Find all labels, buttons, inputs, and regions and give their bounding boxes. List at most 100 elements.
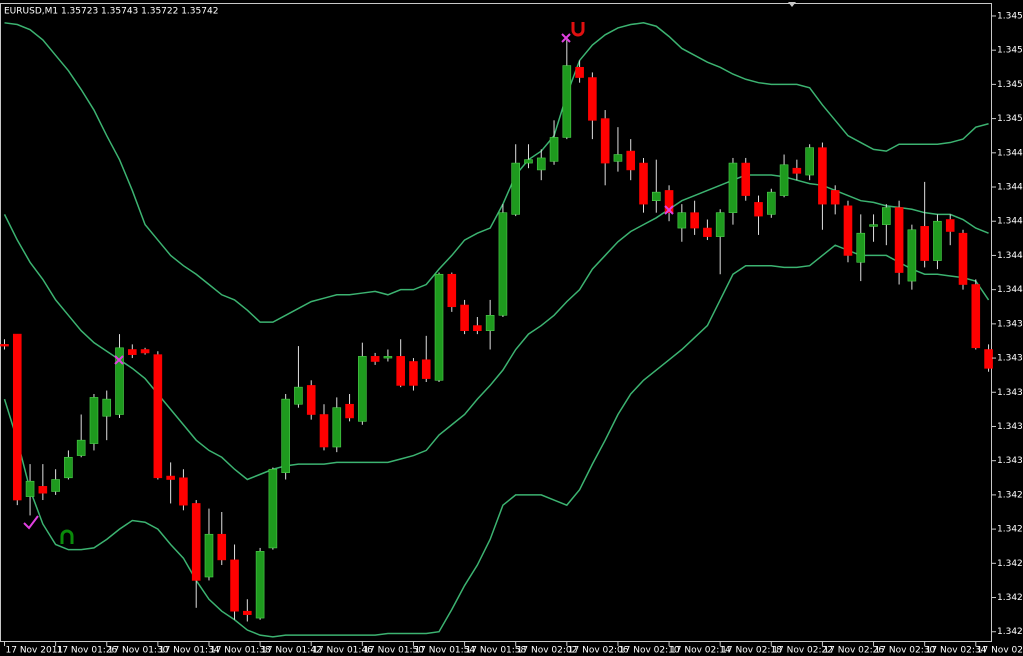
- candle-body: [626, 150, 636, 171]
- candle-body: [473, 325, 482, 331]
- candle-body: [818, 147, 827, 205]
- candle-body: [115, 347, 124, 415]
- candle-body: [460, 304, 469, 331]
- chart-title: EURUSD,M1 1.35723 1.35743 1.35722 1.3574…: [4, 7, 218, 17]
- y-tick-label: 1.34205: [997, 627, 1023, 637]
- candle-body: [345, 403, 354, 419]
- candle-body: [498, 212, 508, 316]
- candle-body: [102, 398, 112, 417]
- candle-body: [383, 356, 393, 359]
- y-tick-label: 1.34285: [997, 490, 1023, 500]
- candle-body: [945, 219, 955, 232]
- candle-body: [651, 191, 661, 202]
- candle-body: [715, 212, 725, 237]
- x-tick-label: 17 Nov 02:30: [875, 646, 936, 656]
- y-tick-label: 1.34485: [997, 148, 1023, 158]
- candle-body: [204, 533, 214, 578]
- y-tick-label: 1.34225: [997, 593, 1023, 603]
- candle-body: [613, 154, 623, 162]
- candle-body: [51, 479, 60, 492]
- x-tick-label: 17 Nov 02:14: [670, 646, 731, 656]
- y-tick-label: 1.34565: [997, 11, 1023, 21]
- candle-body: [434, 273, 444, 381]
- candle-body: [894, 207, 904, 273]
- shift-marker: [788, 2, 796, 7]
- candle-body: [958, 232, 968, 285]
- y-tick-label: 1.34325: [997, 422, 1023, 432]
- candle-body: [153, 354, 163, 479]
- candle-body: [792, 167, 802, 174]
- candle-body: [89, 397, 99, 444]
- candle-body: [575, 66, 584, 78]
- y-tick-label: 1.34545: [997, 46, 1023, 56]
- y-tick-label: 1.34265: [997, 525, 1023, 535]
- signal-cross: [664, 205, 674, 215]
- candle-body: [664, 190, 674, 213]
- signal-cross: [561, 33, 571, 43]
- candle-body: [447, 273, 457, 308]
- y-tick-label: 1.34425: [997, 251, 1023, 261]
- candle-body: [971, 284, 981, 349]
- candle-body: [179, 477, 188, 506]
- candle-body: [191, 503, 201, 581]
- candle-body: [856, 232, 866, 263]
- y-tick-label: 1.34245: [997, 559, 1023, 569]
- y-tick-label: 1.34445: [997, 217, 1023, 227]
- x-tick-label: 17 Nov 02:02: [517, 646, 578, 656]
- candle-body: [358, 356, 367, 422]
- x-tick-label: 17 Nov 01:42: [261, 646, 322, 656]
- candle-body: [920, 226, 929, 261]
- band-line: [4, 22, 989, 323]
- candle-body: [907, 229, 917, 282]
- plot-area: [0, 22, 993, 638]
- x-tick-label: 17 Nov 02:06: [568, 646, 629, 656]
- x-tick-label: 17 Nov 01:58: [466, 646, 527, 656]
- candle-body: [485, 315, 495, 331]
- candle-body: [536, 157, 546, 171]
- y-tick-label: 1.34405: [997, 285, 1023, 295]
- candle-body: [882, 207, 891, 225]
- candle-body: [128, 349, 137, 355]
- candle-body: [421, 359, 431, 379]
- signal-icons: [23, 22, 674, 544]
- candle-body: [588, 77, 597, 121]
- candle-body: [64, 456, 73, 479]
- candle-body: [741, 162, 751, 196]
- candle-body: [281, 398, 290, 473]
- candle-body: [677, 212, 687, 229]
- candle-body: [562, 65, 572, 138]
- candle-body: [524, 159, 533, 164]
- plot-frame: [0, 3, 992, 642]
- x-tick-label: 17 Nov 02:22: [772, 646, 833, 656]
- candle-body: [754, 202, 763, 217]
- candle-body: [869, 224, 878, 227]
- candle-body: [12, 333, 22, 501]
- x-tick-label: 17 Nov 01:34: [159, 646, 220, 656]
- candle-body: [703, 227, 712, 237]
- candle-body: [25, 480, 35, 497]
- x-tick-label: 17 Nov 01:46: [312, 646, 373, 656]
- x-tick-label: 17 Nov 01:50: [363, 646, 424, 656]
- candle-body: [511, 162, 521, 215]
- candle-body: [409, 361, 418, 386]
- candle-body: [332, 407, 342, 448]
- candle-body: [268, 468, 278, 549]
- candle-body: [549, 137, 559, 162]
- y-tick-label: 1.34465: [997, 183, 1023, 193]
- x-tick-label: 17 Nov 01:30: [108, 646, 169, 656]
- y-tick-label: 1.34525: [997, 80, 1023, 90]
- signal-cross: [114, 355, 124, 365]
- candle-body: [779, 164, 789, 196]
- candle-body: [690, 212, 699, 229]
- candle-body: [230, 559, 239, 612]
- candle-body: [306, 385, 316, 415]
- candle-body: [140, 349, 150, 354]
- x-tick-label: 17 Nov 02:34: [926, 646, 987, 656]
- candle-body: [294, 386, 303, 405]
- candle-body: [38, 486, 48, 494]
- candle-body: [217, 533, 227, 561]
- candle-body: [76, 439, 86, 456]
- candle-body: [166, 475, 175, 480]
- signal-check: [23, 515, 39, 530]
